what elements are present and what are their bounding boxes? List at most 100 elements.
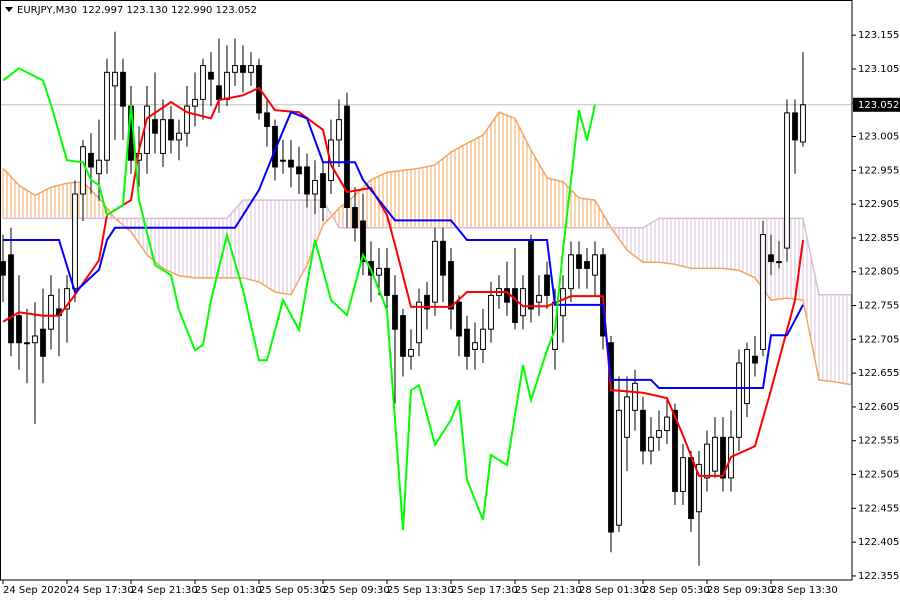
candle-body bbox=[704, 443, 710, 479]
candle-body bbox=[760, 234, 766, 350]
y-tick-label: 122.805 bbox=[858, 267, 899, 278]
candle-body bbox=[608, 342, 614, 533]
candle-body bbox=[0, 261, 6, 276]
candle-body bbox=[216, 85, 222, 100]
candle-body bbox=[200, 65, 206, 100]
candle-body bbox=[424, 294, 430, 310]
title-arrow bbox=[5, 7, 13, 12]
candle-body bbox=[576, 254, 582, 269]
y-tick-label: 122.605 bbox=[858, 402, 899, 413]
candle-body bbox=[304, 166, 310, 195]
y-tick-label: 122.405 bbox=[858, 537, 899, 548]
candle-body bbox=[432, 240, 438, 303]
x-tick-label: 25 Sep 05:30 bbox=[259, 585, 326, 596]
y-tick-label: 122.455 bbox=[858, 503, 899, 514]
candle-body bbox=[616, 409, 622, 526]
x-tick-label: 28 Sep 13:30 bbox=[771, 585, 838, 596]
candle-body bbox=[400, 315, 406, 357]
candle-body bbox=[664, 416, 670, 432]
candle-body bbox=[248, 65, 254, 73]
y-tick-label: 122.905 bbox=[858, 199, 899, 210]
candle-body bbox=[8, 254, 14, 344]
candle-body bbox=[544, 274, 550, 296]
candle-body bbox=[656, 430, 662, 438]
senkou-a-line bbox=[2, 111, 852, 386]
candle-body bbox=[472, 342, 478, 350]
candle-body bbox=[448, 261, 454, 310]
y-tick-label: 122.655 bbox=[858, 368, 899, 379]
candle-body bbox=[240, 65, 246, 73]
candle-body bbox=[624, 396, 630, 438]
candle-body bbox=[392, 294, 398, 330]
x-tick-label: 25 Sep 09:30 bbox=[323, 585, 390, 596]
candle-body bbox=[104, 71, 110, 161]
candle-body bbox=[784, 112, 790, 249]
y-tick-label: 123.005 bbox=[858, 132, 899, 143]
x-tick-label: 25 Sep 01:30 bbox=[195, 585, 262, 596]
candle-body bbox=[72, 193, 78, 290]
candle-body bbox=[440, 240, 446, 276]
candle-body bbox=[320, 173, 326, 209]
candle-body bbox=[288, 159, 294, 168]
candle-body bbox=[232, 65, 238, 73]
candle-body bbox=[96, 159, 102, 175]
candle-body bbox=[528, 240, 534, 310]
candle-body bbox=[184, 105, 190, 134]
candle-body bbox=[88, 152, 94, 168]
x-tick-label: 28 Sep 05:30 bbox=[643, 585, 710, 596]
candle-body bbox=[488, 294, 494, 330]
candle-body bbox=[120, 71, 126, 107]
candle-body bbox=[680, 457, 686, 492]
x-tick-label: 25 Sep 17:30 bbox=[451, 585, 518, 596]
candle-body bbox=[264, 112, 270, 127]
candle-body bbox=[456, 301, 462, 337]
candle-body bbox=[208, 71, 214, 80]
candle-body bbox=[480, 328, 486, 350]
indicator-line bbox=[2, 86, 804, 477]
candle-body bbox=[280, 159, 286, 162]
candle-body bbox=[176, 132, 182, 141]
x-tick-label: 25 Sep 13:30 bbox=[387, 585, 454, 596]
x-tick-label: 24 Sep 17:30 bbox=[67, 585, 134, 596]
y-tick-label: 122.855 bbox=[858, 233, 899, 244]
y-tick-label: 122.505 bbox=[858, 470, 899, 481]
candle-body bbox=[24, 342, 30, 345]
candle-body bbox=[640, 409, 646, 452]
y-tick-label: 122.705 bbox=[858, 334, 899, 345]
candle-body bbox=[648, 436, 654, 452]
x-tick-label: 28 Sep 09:30 bbox=[707, 585, 774, 596]
x-tick-label: 25 Sep 21:30 bbox=[515, 585, 582, 596]
y-tick-label: 122.355 bbox=[858, 571, 899, 582]
candle-body bbox=[520, 288, 526, 317]
candle-body bbox=[688, 457, 694, 519]
candle-body bbox=[352, 207, 358, 229]
y-tick-label: 122.555 bbox=[858, 436, 899, 447]
candle-body bbox=[360, 220, 366, 263]
candle-body bbox=[144, 105, 150, 154]
y-tick-label: 122.955 bbox=[858, 165, 899, 176]
candle-body bbox=[416, 301, 422, 344]
candle-body bbox=[536, 294, 542, 303]
candle-body bbox=[632, 382, 638, 411]
candle-body bbox=[672, 409, 678, 492]
candle-body bbox=[384, 267, 390, 296]
candle-body bbox=[512, 288, 518, 323]
candle-body bbox=[344, 105, 350, 209]
candle-body bbox=[296, 166, 302, 175]
candle-body bbox=[696, 463, 702, 513]
candle-body bbox=[712, 436, 718, 472]
candle-body bbox=[744, 348, 750, 405]
candle-body bbox=[336, 119, 342, 141]
candle-body bbox=[768, 254, 774, 263]
candle-body bbox=[16, 315, 22, 344]
chart-info: 122.997 123.130 122.990 123.052 bbox=[82, 5, 257, 16]
x-tick-label: 24 Sep 21:30 bbox=[131, 585, 198, 596]
indicator-line bbox=[3, 110, 804, 390]
candle-body bbox=[584, 261, 590, 269]
candle-body bbox=[80, 146, 86, 195]
candle-body bbox=[328, 139, 334, 181]
candle-body bbox=[32, 335, 38, 344]
candle-body bbox=[160, 119, 166, 154]
candle-body bbox=[752, 355, 758, 364]
